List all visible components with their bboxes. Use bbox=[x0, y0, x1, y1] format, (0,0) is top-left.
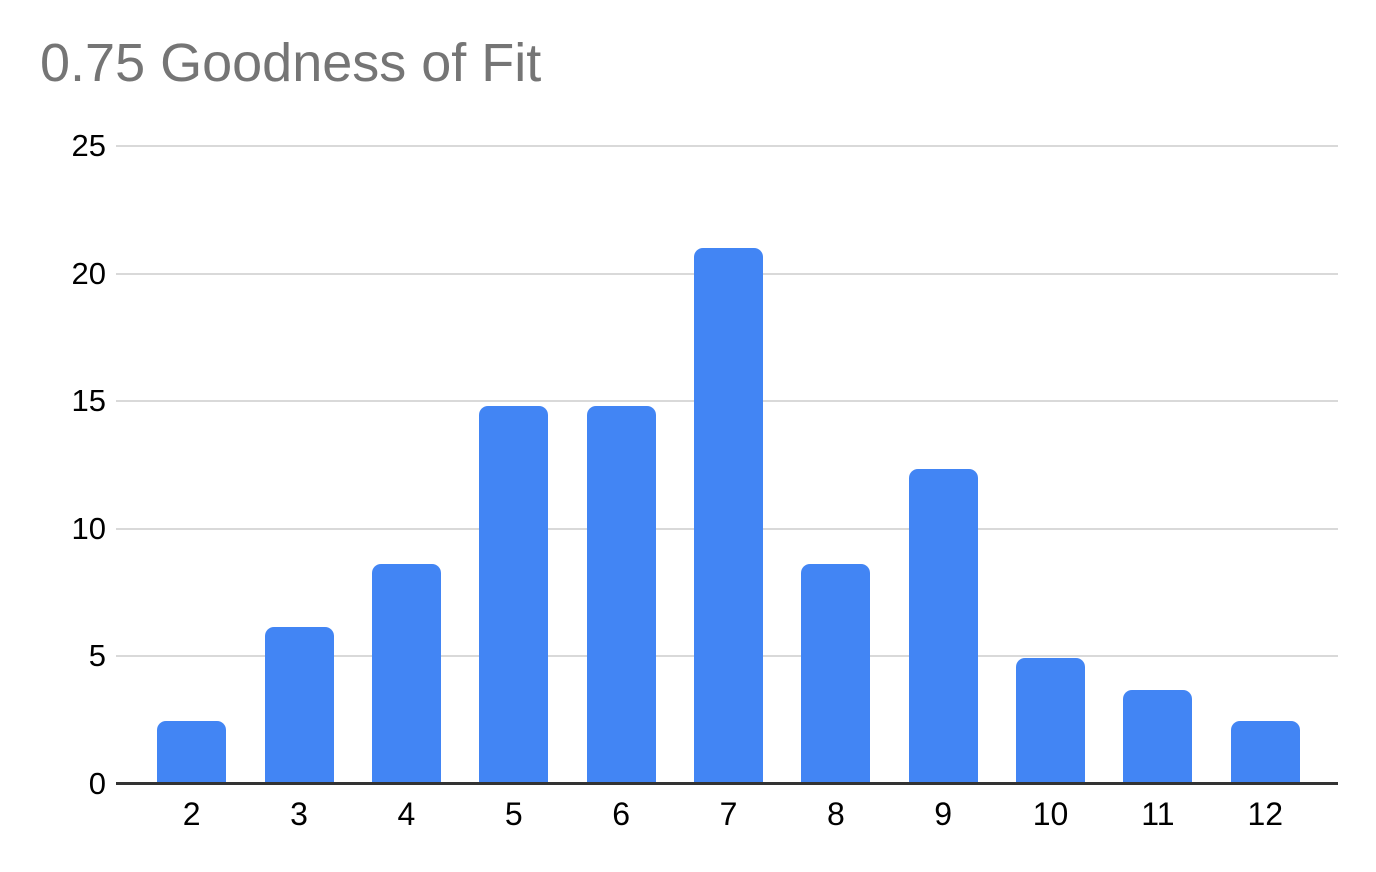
bar-12 bbox=[1230, 720, 1300, 784]
bar-slot-5 bbox=[460, 146, 567, 784]
bar-slot-2 bbox=[138, 146, 245, 784]
bar-slot-3 bbox=[245, 146, 352, 784]
y-axis-tick-label: 10 bbox=[71, 510, 106, 546]
bar-8 bbox=[801, 563, 871, 784]
y-axis-tick-label: 25 bbox=[71, 128, 106, 163]
plot-area: 2 3 4 5 6 7 8 9 10 11 12 0 5 10 15 20 25 bbox=[72, 130, 1338, 830]
bar-slot-10 bbox=[997, 146, 1104, 784]
y-axis-tick-label: 0 bbox=[88, 766, 106, 801]
bar-slot-7 bbox=[675, 146, 782, 784]
x-axis-tick-label: 4 bbox=[397, 796, 416, 832]
bar-11 bbox=[1123, 689, 1193, 784]
x-axis-tick-label: 11 bbox=[1141, 796, 1175, 832]
bar-slot-6 bbox=[567, 146, 674, 784]
x-axis-tick-label: 3 bbox=[290, 796, 308, 832]
y-axis-tick-label: 5 bbox=[88, 638, 106, 674]
x-axis-tick-label: 12 bbox=[1247, 796, 1284, 832]
x-axis-tick-label: 6 bbox=[612, 796, 631, 832]
bar-10 bbox=[1016, 657, 1086, 784]
bar-slot-9 bbox=[890, 146, 997, 784]
chart-title: 0.75 Goodness of Fit bbox=[40, 33, 542, 93]
bar-2 bbox=[157, 720, 227, 784]
x-axis-tick-label: 9 bbox=[934, 796, 953, 832]
y-axis-tick-label: 20 bbox=[71, 255, 106, 291]
x-axis-labels: 2 3 4 5 6 7 8 9 10 11 12 bbox=[138, 798, 1319, 830]
bar-7 bbox=[693, 248, 763, 784]
x-axis-line bbox=[116, 782, 1338, 785]
y-axis-tick-label: 15 bbox=[71, 383, 106, 419]
bar-6 bbox=[586, 406, 656, 784]
bars-row bbox=[138, 146, 1319, 784]
bar-4 bbox=[371, 563, 441, 784]
bar-3 bbox=[264, 626, 334, 784]
x-axis-tick-label: 5 bbox=[504, 796, 523, 832]
bar-slot-4 bbox=[353, 146, 460, 784]
gridline-y25 bbox=[116, 145, 1338, 147]
x-axis-tick-label: 8 bbox=[826, 796, 845, 832]
bar-slot-12 bbox=[1212, 146, 1319, 784]
x-axis-tick-label: 7 bbox=[719, 796, 738, 832]
x-axis-tick-label: 2 bbox=[182, 796, 201, 832]
bar-slot-8 bbox=[782, 146, 889, 784]
bar-9 bbox=[908, 468, 978, 784]
bar-5 bbox=[479, 406, 549, 784]
bar-slot-11 bbox=[1104, 146, 1211, 784]
x-axis-tick-label: 10 bbox=[1032, 796, 1069, 832]
